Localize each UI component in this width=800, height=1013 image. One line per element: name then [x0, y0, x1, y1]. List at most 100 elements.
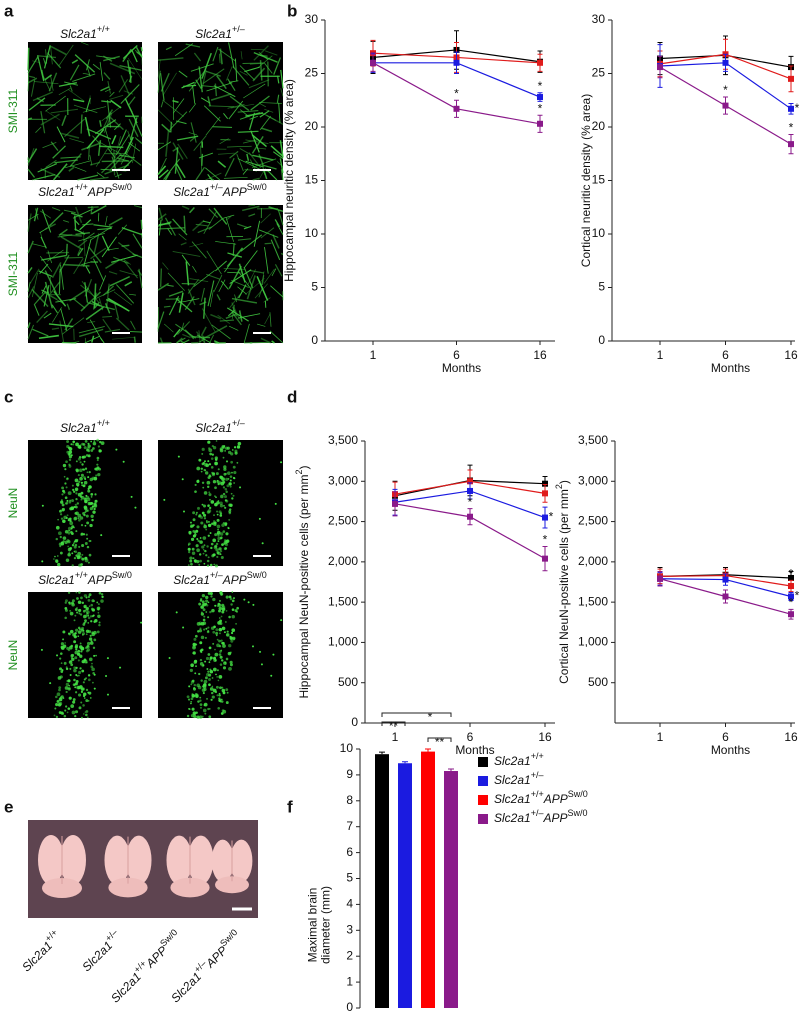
micrograph-texture	[79, 468, 83, 473]
micrograph-texture	[212, 538, 216, 543]
micrograph-texture	[52, 207, 61, 212]
y-tick-label: 0	[598, 333, 605, 347]
label-part: Slc2a1	[60, 27, 97, 41]
micrograph-texture	[83, 692, 87, 696]
micrograph-texture	[210, 466, 214, 469]
micrograph-texture	[93, 638, 97, 642]
micrograph-texture	[198, 152, 214, 159]
micrograph-texture	[216, 513, 219, 516]
micrograph-texture	[101, 106, 122, 122]
data-point	[657, 575, 663, 582]
micrograph-texture	[219, 700, 222, 703]
brain-hemisphere	[166, 835, 192, 885]
micrograph-texture	[222, 446, 225, 449]
micrograph-texture	[88, 539, 91, 543]
micrograph-texture	[204, 469, 207, 472]
data-point	[542, 555, 548, 562]
micrograph-texture	[72, 208, 94, 219]
y-tick-label: 20	[592, 119, 606, 133]
micrograph-texture	[167, 228, 173, 236]
micrograph-texture	[96, 172, 105, 178]
micrograph-texture	[199, 641, 203, 645]
micrograph-texture	[83, 497, 87, 501]
micrograph-texture	[272, 653, 275, 656]
micrograph-texture	[85, 494, 88, 497]
micrograph-texture	[81, 442, 84, 446]
micrograph-texture	[239, 486, 242, 489]
micrograph-texture	[222, 666, 227, 670]
micrograph-texture	[83, 614, 88, 619]
y-axis-label: Cortical neuritic density (% area)	[579, 94, 593, 267]
micrograph-texture	[207, 280, 215, 307]
micrograph-texture	[83, 678, 86, 681]
micrograph-texture	[55, 537, 58, 541]
micrograph-texture	[55, 298, 77, 303]
micrograph-texture	[198, 715, 203, 719]
micrograph-texture	[41, 560, 44, 563]
micrograph-texture	[83, 605, 86, 608]
micrograph-texture	[238, 271, 252, 290]
micrograph-texture	[62, 638, 65, 641]
micrograph-texture	[215, 631, 219, 635]
micrograph-texture	[216, 294, 221, 301]
micrograph-texture	[225, 217, 234, 242]
micrograph-texture	[86, 128, 105, 149]
micrograph-texture	[239, 70, 248, 76]
micrograph-texture	[69, 521, 74, 526]
data-point	[392, 500, 398, 507]
micrograph-texture	[243, 598, 246, 601]
brain-hemisphere	[230, 839, 253, 883]
micrograph-texture	[218, 694, 221, 697]
micrograph-texture	[219, 504, 224, 508]
significance-mark: *	[795, 101, 800, 115]
micrograph-texture	[186, 714, 190, 718]
micrograph-texture	[27, 56, 39, 74]
micrograph-texture	[160, 72, 170, 92]
micrograph-texture	[68, 632, 71, 635]
micrograph-texture	[80, 596, 83, 600]
micrograph-texture	[207, 440, 211, 444]
label-part: Slc2a1	[195, 421, 232, 435]
micrograph-texture	[249, 269, 265, 274]
micrograph-texture	[72, 490, 76, 493]
micrograph-texture	[128, 142, 141, 152]
micrograph-texture	[200, 648, 204, 652]
micrograph-texture	[84, 477, 87, 480]
significance-mark: *	[795, 589, 800, 603]
micrograph-texture	[115, 448, 118, 451]
micrograph-texture	[219, 650, 222, 653]
error-bar	[425, 748, 431, 752]
micrograph-texture	[66, 711, 69, 714]
micrograph-texture	[236, 606, 239, 610]
micrograph-texture	[221, 603, 225, 607]
micrograph-texture	[224, 522, 228, 526]
micrograph-texture	[221, 641, 225, 645]
micrograph-texture	[61, 115, 67, 127]
significance-mark: *	[789, 121, 794, 135]
micrograph-texture	[218, 609, 221, 613]
micrograph-texture	[31, 288, 49, 308]
micrograph-texture	[70, 212, 83, 218]
micrograph-texture	[27, 72, 30, 92]
micrograph-texture	[120, 75, 131, 96]
micrograph-texture	[274, 219, 281, 228]
micrograph-texture	[89, 319, 103, 341]
micrograph-texture	[211, 685, 214, 688]
micrograph-texture	[225, 609, 228, 612]
micrograph-texture	[57, 518, 59, 521]
micrograph-texture	[134, 506, 137, 509]
y-tick-label: 10	[340, 741, 354, 755]
superscript: Sw/0	[568, 789, 588, 799]
micrograph-texture	[60, 500, 64, 504]
micrograph-texture	[71, 544, 75, 547]
micrograph-texture	[219, 514, 223, 517]
micrograph-texture	[83, 658, 87, 662]
micrograph-texture	[224, 487, 228, 491]
micrograph-texture	[225, 490, 228, 494]
micrograph-texture	[263, 170, 268, 180]
micrograph-texture	[71, 552, 74, 555]
micrograph-texture	[221, 477, 225, 482]
micrograph-texture	[57, 562, 61, 567]
micrograph-texture	[36, 97, 45, 103]
micrograph-texture	[237, 238, 252, 241]
